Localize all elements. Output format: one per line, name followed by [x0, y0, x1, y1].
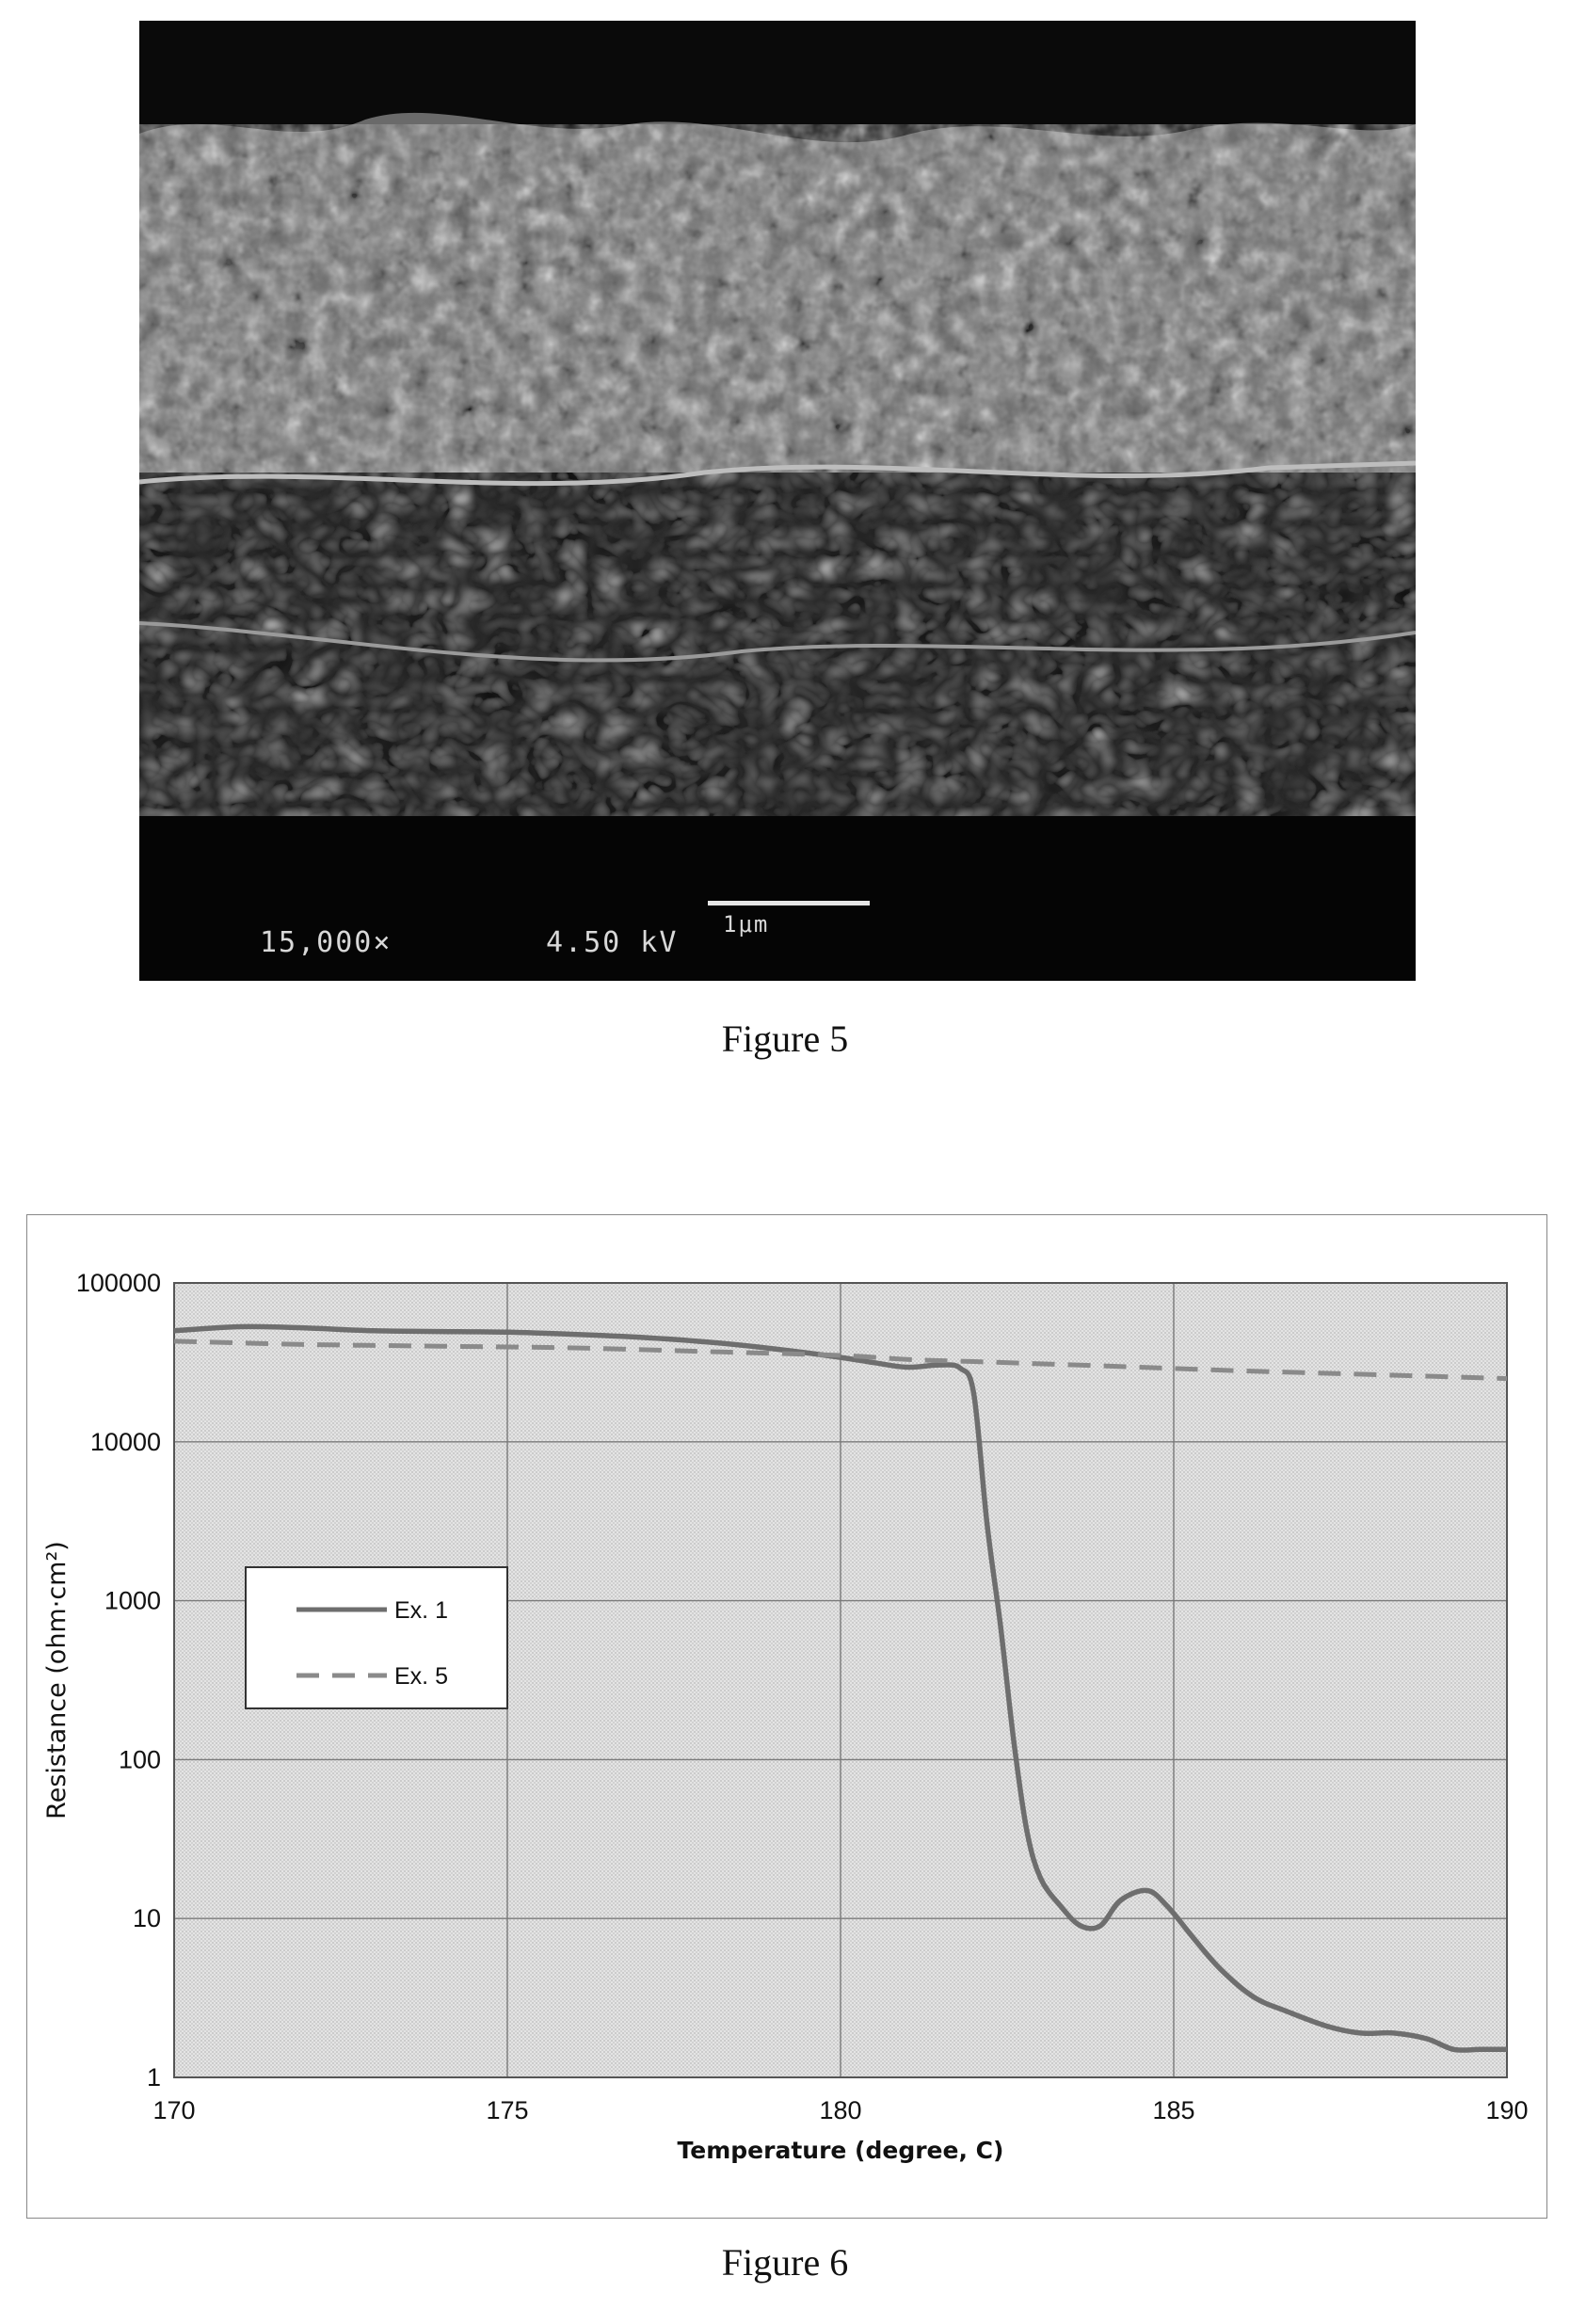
figure-5-caption: Figure 5 — [721, 1018, 849, 1060]
y-tick-label: 1000 — [104, 1587, 161, 1615]
y-tick-label: 100000 — [76, 1269, 161, 1297]
x-tick-label: 190 — [1485, 2096, 1528, 2124]
chart-frame: 1 10 100 1000 10000 100000 170 175 180 185 190 Tem… — [26, 1214, 1547, 2219]
x-tick-label: 180 — [819, 2096, 861, 2124]
x-axis-title: Temperature (degree, C) — [678, 2137, 1004, 2164]
legend-label-2: Ex. 5 — [394, 1663, 448, 1690]
magnification-label: 15,000× — [260, 926, 392, 959]
series-line-1 — [173, 1323, 1507, 2053]
figure-6-caption: Figure 6 — [721, 2241, 849, 2284]
legend-box — [245, 1566, 508, 1709]
y-tick-label: 100 — [119, 1745, 161, 1773]
sem-micrograph: 15,000× 4.50 kV 1μm — [139, 21, 1416, 981]
plot-border — [173, 1282, 1508, 2078]
series-line-2 — [173, 1338, 1508, 1382]
resistance-chart: 1 10 100 1000 10000 100000 170 175 180 185 190 Tem… — [42, 1269, 1529, 2164]
x-tick-label: 170 — [152, 2096, 195, 2124]
y-tick-label: 1 — [147, 2063, 161, 2092]
y-axis-title: Resistance (ohm·cm²) — [42, 1541, 72, 1819]
sem-texture — [139, 21, 1416, 821]
x-tick-label: 185 — [1152, 2096, 1194, 2124]
scale-bar-label: 1μm — [723, 911, 770, 938]
legend-label-1: Ex. 1 — [394, 1597, 448, 1624]
legend: Ex. 1 Ex. 5 — [245, 1566, 508, 1709]
sem-info-bar — [139, 816, 1416, 981]
scale-bar — [708, 901, 870, 906]
y-tick-label: 10000 — [90, 1428, 161, 1456]
voltage-label: 4.50 kV — [546, 926, 679, 959]
x-tick-label: 175 — [486, 2096, 528, 2124]
y-tick-label: 10 — [133, 1904, 161, 1932]
